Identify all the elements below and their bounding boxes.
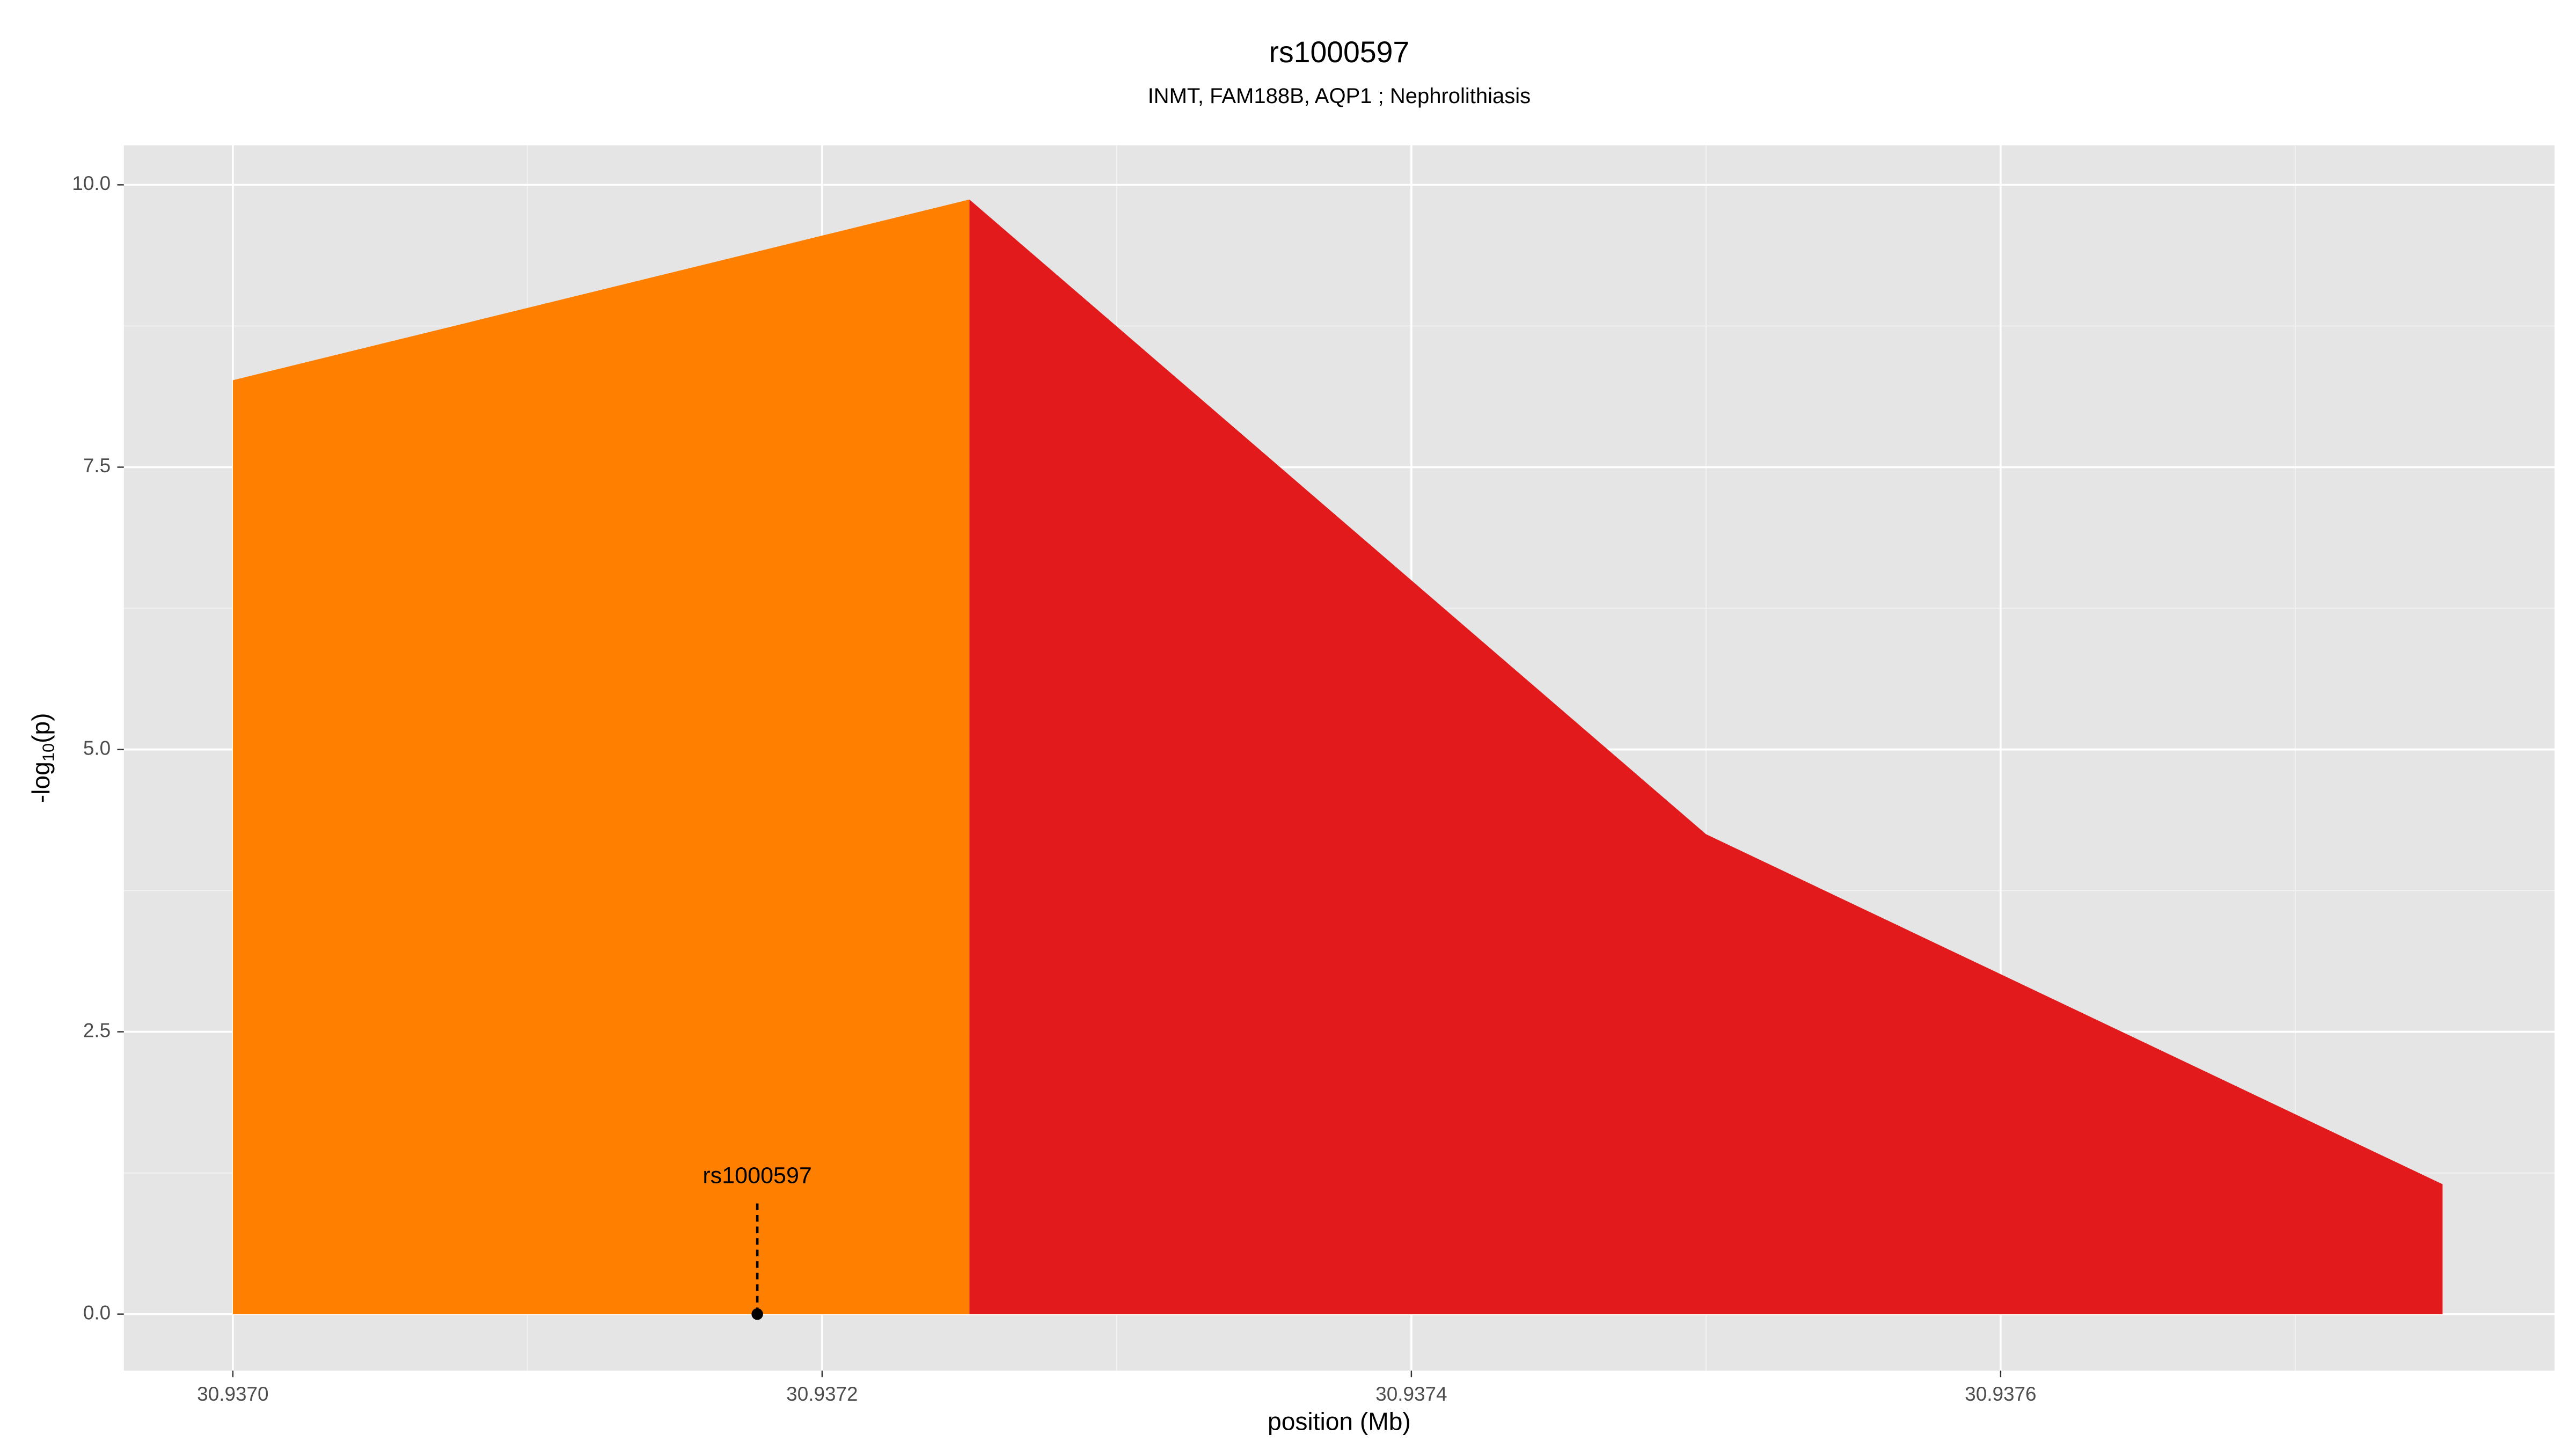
x-tick-label: 30.9372 [786, 1383, 858, 1405]
chart-subtitle: INMT, FAM188B, AQP1 ; Nephrolithiasis [1148, 84, 1531, 108]
y-tick-label: 0.0 [83, 1301, 111, 1323]
y-tick-label: 7.5 [83, 455, 111, 477]
y-label-subscript: 10 [39, 743, 57, 762]
x-tick-label: 30.9374 [1375, 1383, 1447, 1405]
y-label-part: (p) [27, 713, 55, 743]
y-label-part: -log [27, 762, 55, 803]
y-tick-label: 10.0 [72, 172, 111, 194]
annotation-point [751, 1308, 763, 1320]
x-tick-label: 30.9376 [1965, 1383, 2036, 1405]
y-tick-label: 2.5 [83, 1019, 111, 1041]
chart-title: rs1000597 [1269, 35, 1410, 69]
x-axis-label: position (Mb) [1268, 1407, 1411, 1435]
area [232, 199, 970, 1314]
area [969, 199, 2443, 1314]
annotation-label: rs1000597 [702, 1163, 812, 1189]
x-tick-label: 30.9370 [197, 1383, 268, 1405]
y-tick-label: 5.0 [83, 737, 111, 759]
y-axis-label: -log10(p) [27, 713, 57, 803]
